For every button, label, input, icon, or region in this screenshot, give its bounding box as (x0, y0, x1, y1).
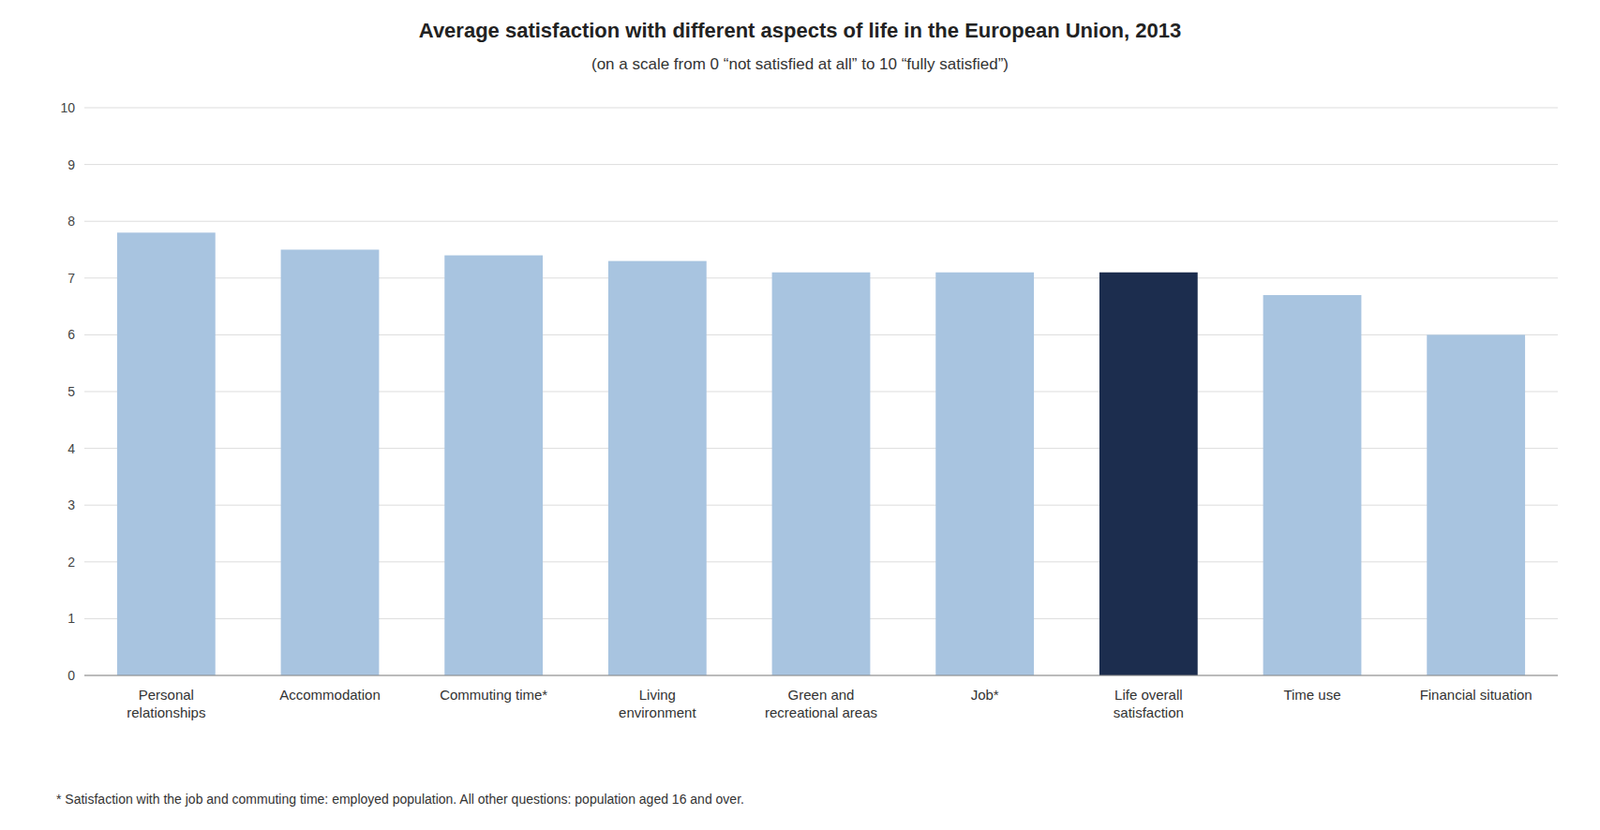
grid-line (84, 675, 1558, 677)
title: Average satisfaction with different aspe… (418, 18, 1182, 43)
x-tick-label: Job* (971, 687, 1000, 703)
grid-line (84, 164, 1558, 165)
bar (608, 261, 707, 676)
x-tick-label: Life overallsatisfaction (1113, 687, 1184, 721)
footnote: * Satisfaction with the job and commutin… (56, 792, 745, 808)
x-tick-label: Green andrecreational areas (764, 687, 878, 721)
y-tick-label: 4 (67, 441, 75, 457)
x-tick-label: Financial situation (1420, 687, 1533, 703)
chart: Average satisfaction with different aspe… (0, 0, 1600, 830)
bars (117, 232, 1526, 676)
x-axis: Personalrelationships Accommodation Commut… (126, 687, 1532, 721)
y-tick-label: 9 (67, 157, 75, 173)
subtitle: (on a scale from 0 “not satisfied at all… (591, 55, 1009, 74)
y-tick-label: 8 (67, 213, 75, 229)
bar (444, 255, 543, 676)
y-tick-label: 10 (59, 100, 75, 116)
grid-line (84, 107, 1558, 109)
bar (1263, 295, 1362, 676)
y-tick-label: 5 (67, 384, 75, 400)
x-tick-label: Livingenvironment (618, 687, 697, 721)
y-tick-label: 2 (67, 554, 75, 570)
bar (772, 272, 871, 676)
grid (84, 107, 1558, 676)
bar (1426, 334, 1526, 676)
y-tick-label: 1 (67, 611, 75, 627)
x-tick-label: Personalrelationships (126, 687, 206, 721)
bar (935, 272, 1034, 676)
x-tick-label: Time use (1283, 687, 1341, 703)
grid-line (84, 221, 1558, 223)
x-tick-label: Commuting time* (439, 687, 548, 703)
bar (117, 232, 216, 676)
background (0, 0, 1600, 830)
y-tick-label: 0 (67, 668, 75, 684)
bar (1099, 272, 1198, 676)
y-tick-label: 6 (67, 327, 75, 343)
x-tick-label: Accommodation (279, 687, 381, 703)
y-axis: 0 1 2 3 4 5 6 7 8 9 10 (59, 100, 75, 684)
y-tick-label: 7 (67, 270, 75, 286)
x-axis-line (84, 675, 1558, 677)
y-tick-label: 3 (67, 497, 75, 513)
bar (281, 250, 380, 677)
